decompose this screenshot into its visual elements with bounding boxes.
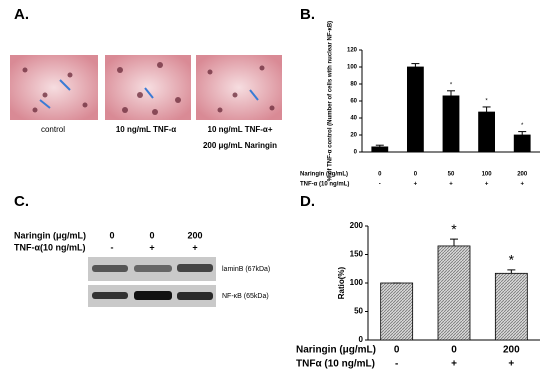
y-tick-label: 20 [350, 133, 357, 139]
treatment-cell: 0 [451, 345, 457, 356]
treatment-cell: + [449, 182, 453, 188]
y-tick-label: 0 [354, 150, 358, 156]
y-tick-label: 200 [350, 221, 364, 230]
cell: - [111, 242, 114, 252]
row-label: Naringin (μg/mL) [14, 230, 86, 240]
row-label: TNF-α(10 ng/mL) [14, 242, 86, 252]
y-tick-label: 50 [354, 307, 363, 316]
y-tick-label: 100 [350, 278, 364, 287]
treatment-label: TNFα (10 ng/mL) [296, 359, 375, 370]
cell: 0 [109, 230, 114, 240]
significance: * [485, 99, 488, 105]
y-tick-label: 60 [350, 99, 357, 105]
y-axis-label: % of TNF-α control (Number of cells with… [328, 21, 334, 181]
caption: 10 ng/mL TNF-α+ [208, 125, 273, 134]
treatment-cell: 200 [517, 172, 528, 178]
treatment-cell: 50 [448, 172, 455, 178]
caption: control [41, 125, 65, 134]
cell: + [149, 242, 154, 252]
treatment-cell: - [395, 359, 398, 370]
bar [371, 146, 389, 153]
treatment-label: Naringin (μg/mL) [296, 345, 376, 356]
treatment-cell: + [451, 359, 457, 370]
treatment-cell: 100 [482, 172, 493, 178]
band-label: laminB (67kDa) [222, 266, 270, 273]
y-axis-label: Ratio(%) [337, 266, 346, 299]
treatment-cell: 0 [394, 345, 400, 356]
treatment-cell: 200 [503, 345, 520, 356]
cell: + [192, 242, 197, 252]
y-tick-label: 100 [347, 65, 358, 71]
significance: * [451, 221, 457, 237]
blot [88, 257, 216, 307]
significance: * [509, 252, 515, 268]
treatment-cell: + [414, 182, 418, 188]
cell: 200 [187, 230, 202, 240]
micrograph [105, 55, 191, 120]
treatment-label: Naringin (μg/mL) [300, 172, 348, 178]
blot-header: Naringin (μg/mL) TNF-α(10 ng/mL) 0 0 200… [14, 230, 203, 252]
panel-label: D. [300, 193, 315, 210]
y-tick-label: 120 [347, 48, 358, 54]
y-tick-label: 40 [350, 116, 357, 122]
caption: 10 ng/mL TNF-α [116, 125, 176, 134]
band-label: NF-κB (65kDa) [222, 293, 269, 300]
y-tick-label: 150 [350, 250, 364, 259]
panel-label: A. [14, 6, 29, 23]
bar [380, 282, 414, 341]
cell: 0 [149, 230, 154, 240]
caption: 200 μg/mL Naringin [203, 141, 277, 150]
panel-label: C. [14, 193, 29, 210]
bar [406, 66, 424, 153]
bar [494, 272, 528, 341]
significance: * [450, 82, 453, 88]
micrographs [10, 55, 282, 120]
bar [442, 95, 460, 153]
treatment-cell: - [379, 182, 381, 188]
treatment-cell: 0 [414, 172, 418, 178]
treatment-cell: + [485, 182, 489, 188]
panel-label: B. [300, 6, 315, 23]
bar [437, 245, 471, 341]
treatment-label: TNF-α (10 ng/mL) [300, 182, 349, 188]
micrograph [10, 55, 98, 120]
micrograph [196, 55, 282, 120]
y-tick-label: 0 [359, 335, 364, 344]
y-tick-label: 80 [350, 82, 357, 88]
significance: * [521, 123, 524, 129]
treatment-cell: 0 [378, 172, 382, 178]
treatment-cell: + [508, 359, 514, 370]
bar [478, 111, 496, 153]
bar [513, 134, 531, 153]
treatment-cell: + [520, 182, 524, 188]
